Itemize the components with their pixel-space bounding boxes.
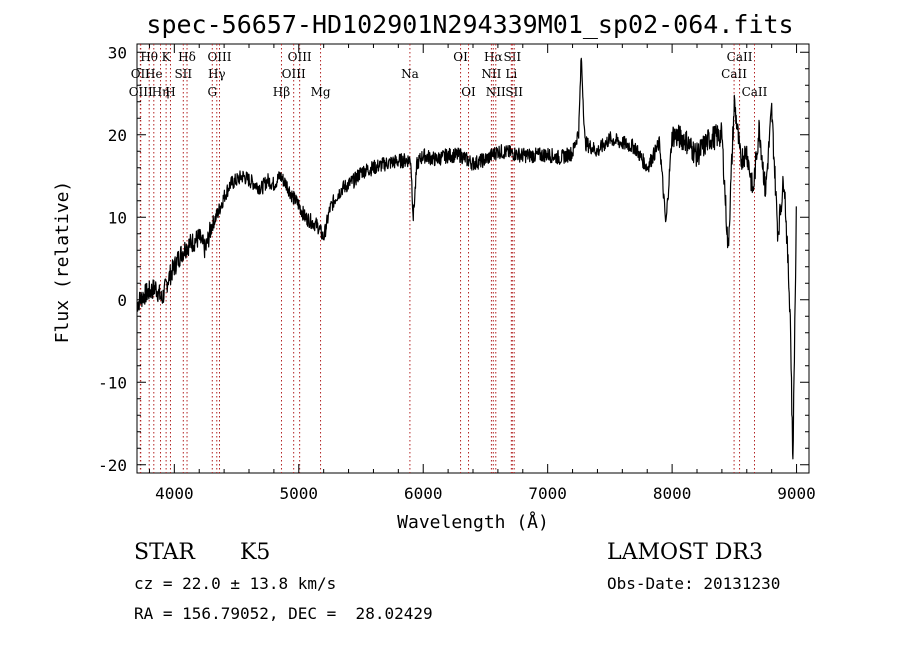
x-tick-label: 5000 <box>280 484 319 503</box>
line-marker-label: Hη <box>152 85 170 99</box>
x-tick-label: 6000 <box>404 484 443 503</box>
line-marker-label: Li <box>505 67 517 81</box>
line-marker-label: NII <box>486 85 506 99</box>
line-marker-label: OII <box>131 67 151 81</box>
line-marker-label: SII <box>174 67 192 81</box>
y-tick-label: 10 <box>108 208 127 227</box>
line-marker-label: CaII <box>727 50 753 64</box>
y-axis-label: Flux (relative) <box>52 181 73 344</box>
line-marker-label: Hγ <box>208 67 226 81</box>
line-marker-label: Hδ <box>178 50 196 64</box>
line-marker-label: Mg <box>311 85 331 99</box>
line-marker-label: K <box>162 50 172 64</box>
plot-frame <box>136 43 810 474</box>
y-tick-label: 20 <box>108 126 127 145</box>
y-tick-label: -10 <box>98 373 127 392</box>
redshift-value: cz = 22.0 ± 13.8 km/s <box>134 574 337 593</box>
axis-ticks: 4000 5000 6000 7000 8000 9000 -20 -10 0 10 20 30 <box>98 43 816 503</box>
x-tick-label: 9000 <box>777 484 816 503</box>
coordinates: RA = 156.79052, DEC = 28.02429 <box>134 604 433 623</box>
x-tick-label: 8000 <box>653 484 692 503</box>
y-tick-label: 0 <box>117 291 127 310</box>
line-marker-label: OIII <box>207 50 231 64</box>
spectrum-chart: spec-56657-HD102901N294339M01_sp02-064.f… <box>52 10 816 533</box>
line-marker-label: CaII <box>721 67 747 81</box>
object-subclass: K5 <box>240 540 271 565</box>
line-marker-label: OI <box>461 85 476 99</box>
y-tick-label: 30 <box>108 43 127 62</box>
line-marker-label: SII <box>505 85 523 99</box>
line-marker-label: He <box>145 67 163 81</box>
y-tick-label: -20 <box>98 456 127 475</box>
line-marker-label: OIII <box>129 85 153 99</box>
line-marker-label: NII <box>481 67 501 81</box>
line-marker-label: H <box>165 85 175 99</box>
line-marker-label: CaII <box>742 85 768 99</box>
survey-name: LAMOST DR3 <box>607 540 763 565</box>
line-marker-label: Hα <box>484 50 503 64</box>
line-marker-label: OI <box>453 50 468 64</box>
spectrum-line <box>136 57 797 460</box>
object-class: STAR <box>134 540 195 565</box>
line-marker-label: Na <box>401 67 419 81</box>
line-marker-label: OIII <box>288 50 312 64</box>
line-marker-label: SII <box>503 50 521 64</box>
line-marker-label: OIII <box>282 67 306 81</box>
obs-date: Obs-Date: 20131230 <box>607 574 781 593</box>
x-tick-label: 4000 <box>155 484 194 503</box>
line-marker-label: G <box>207 85 217 99</box>
chart-title: spec-56657-HD102901N294339M01_sp02-064.f… <box>146 10 793 39</box>
x-axis-label: Wavelength (Å) <box>397 511 549 533</box>
x-tick-label: 7000 <box>528 484 567 503</box>
line-marker-label: Hβ <box>273 85 290 99</box>
